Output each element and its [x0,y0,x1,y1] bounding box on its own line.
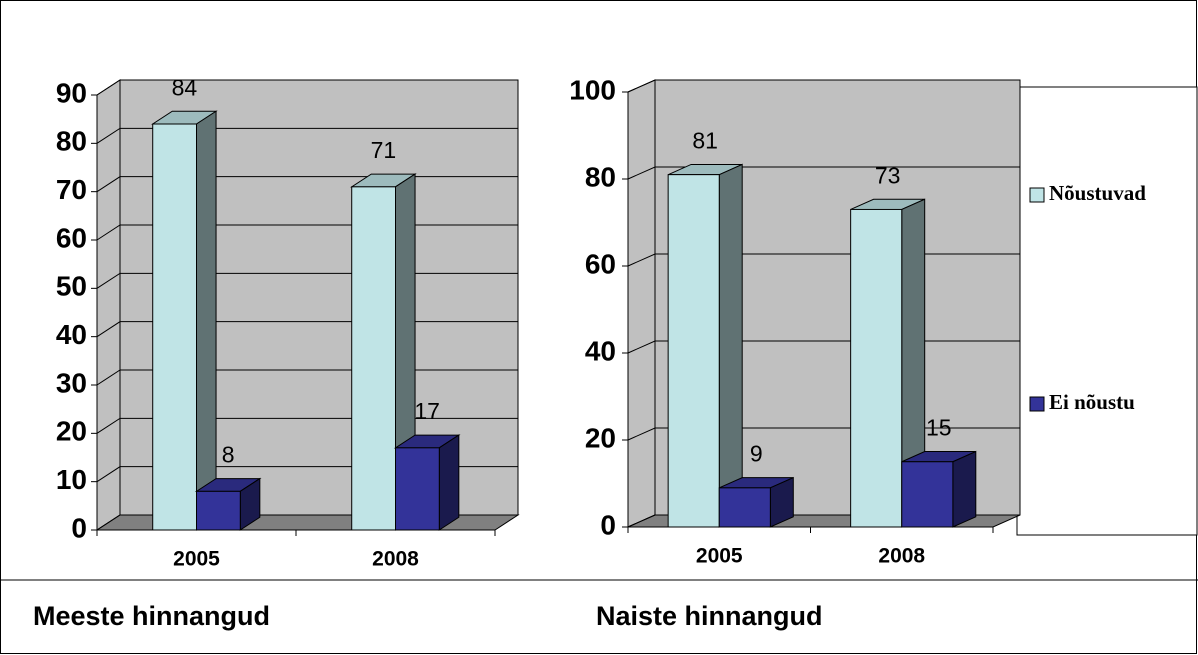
bar-side [196,110,217,531]
bar [850,208,903,528]
grid-line [96,127,518,144]
value-label: 9 [750,441,763,467]
x-tick-label: 2005 [696,545,743,568]
bar [196,490,241,531]
y-tick-label: 40 [585,335,616,366]
side-wall [627,79,656,528]
value-label: 15 [926,415,952,441]
bar-side [952,450,977,528]
value-label: 71 [371,137,397,163]
x-tick-label: 2005 [173,548,220,571]
value-label: 8 [222,442,235,468]
y-tick-label: 0 [71,512,87,543]
y-tick-label: 80 [56,126,87,157]
grid-line [96,79,518,96]
y-tick-label: 100 [569,74,616,105]
bar-side [438,434,460,531]
x-tick-label: 2008 [372,548,419,571]
y-tick-label: 0 [600,509,616,540]
legend-swatch [1029,396,1045,412]
bar [351,186,396,531]
value-label: 81 [692,128,718,154]
value-label: 73 [875,162,901,188]
y-tick-label: 20 [56,416,87,447]
y-tick-label: 10 [56,464,87,495]
bar [395,447,440,531]
chart-title: Meeste hinnangud [33,601,270,631]
bar [667,174,720,528]
legend-label: Ei nõustu [1049,390,1135,414]
y-tick-label: 80 [585,161,616,192]
bar-side [718,163,743,528]
y-tick-label: 60 [56,222,87,253]
value-label: 17 [414,398,440,424]
bar [718,487,771,528]
y-tick-label: 60 [585,248,616,279]
grid-line [627,79,1020,93]
x-tick-label: 2008 [878,545,925,568]
legend-swatch [1029,187,1045,203]
bar [152,123,197,531]
chart-title: Naiste hinnangud [596,601,823,631]
y-tick-label: 90 [56,77,87,108]
side-wall [96,79,121,531]
y-tick-label: 40 [56,319,87,350]
legend-label: Nõustuvad [1049,181,1146,205]
legend-box [1016,86,1198,536]
value-label: 84 [172,74,198,100]
grid-line [627,166,1020,180]
y-tick-label: 30 [56,367,87,398]
y-tick-label: 50 [56,271,87,302]
y-tick-label: 70 [56,174,87,205]
y-tick-label: 20 [585,422,616,453]
bar [901,461,954,528]
